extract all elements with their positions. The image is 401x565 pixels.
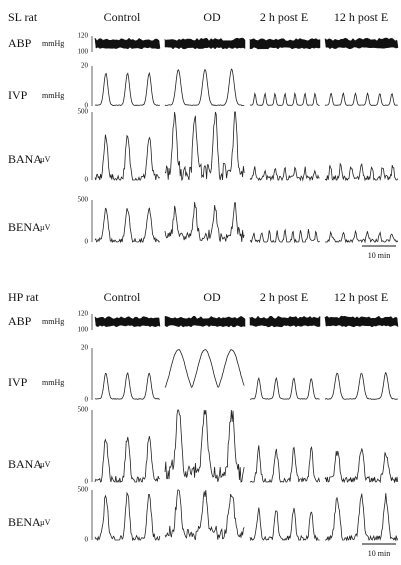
tick-label: 0 [85,536,89,544]
signal-trace [324,448,399,484]
signal-trace [249,507,320,542]
signal-trace [324,162,399,182]
signal-trace [249,445,320,483]
row-label: ABP [8,314,32,328]
scale-bar-label: 10 min [368,549,390,558]
signal-trace [164,68,245,107]
signal-trace [249,91,320,106]
signal-trace [325,493,399,542]
tick-label: 0 [85,238,89,246]
signal-trace [324,371,398,400]
tick-label: 0 [85,478,89,486]
column-header: OD [203,290,221,304]
abp-trace [249,315,321,328]
panel-title: HP rat [8,290,39,304]
abp-trace [324,315,399,328]
signal-trace [249,166,320,182]
scale-bar-label: 10 min [368,251,390,260]
column-header: Control [104,290,141,304]
abp-trace [94,37,161,50]
abp-trace [249,38,321,50]
tick-label: 0 [85,102,89,110]
signal-trace [94,134,161,181]
panel-title: SL rat [8,10,38,24]
column-header: 12 h post E [334,290,388,304]
tick-label: 500 [78,486,89,494]
column-header: OD [203,10,221,24]
column-header: Control [104,10,141,24]
signal-trace [94,436,160,484]
tick-label: 120 [78,32,89,40]
signal-trace [164,111,245,182]
abp-trace [164,37,246,50]
row-unit: µV [40,155,51,164]
row-unit: mmHg [42,378,64,387]
row-label: BANA [8,152,42,166]
signal-trace [164,489,245,541]
signal-trace [164,202,245,242]
tick-label: 500 [78,406,89,414]
abp-trace [94,316,161,328]
signal-trace [249,376,320,400]
row-label: BENA [8,515,41,529]
tick-label: 500 [78,108,89,116]
signal-trace [164,349,245,388]
row-unit: mmHg [42,39,64,48]
abp-trace [164,315,246,328]
column-header: 2 h post E [260,290,308,304]
row-label: IVP [8,88,28,102]
tick-label: 0 [85,176,89,184]
column-header: 12 h post E [334,10,388,24]
row-unit: µV [40,518,51,527]
signal-trace [95,372,160,400]
signal-trace [249,228,320,244]
row-unit: mmHg [42,91,64,100]
tick-label: 20 [81,62,89,70]
tick-label: 500 [78,196,89,204]
signal-trace [325,229,399,244]
row-label: ABP [8,36,32,50]
tick-label: 0 [85,396,89,404]
row-label: IVP [8,375,28,389]
abp-trace [324,37,399,50]
signal-trace [94,491,161,542]
row-unit: µV [40,223,51,232]
tick-label: 100 [78,326,89,334]
row-label: BANA [8,457,42,471]
signal-trace [94,207,160,244]
signal-trace [164,409,245,483]
row-label: BENA [8,220,41,234]
tick-label: 20 [81,344,89,352]
signal-trace [324,91,398,106]
column-header: 2 h post E [260,10,308,24]
signal-trace [94,71,161,106]
tick-label: 100 [78,48,89,56]
tick-label: 120 [78,310,89,318]
row-unit: µV [40,460,51,469]
row-unit: mmHg [42,317,64,326]
